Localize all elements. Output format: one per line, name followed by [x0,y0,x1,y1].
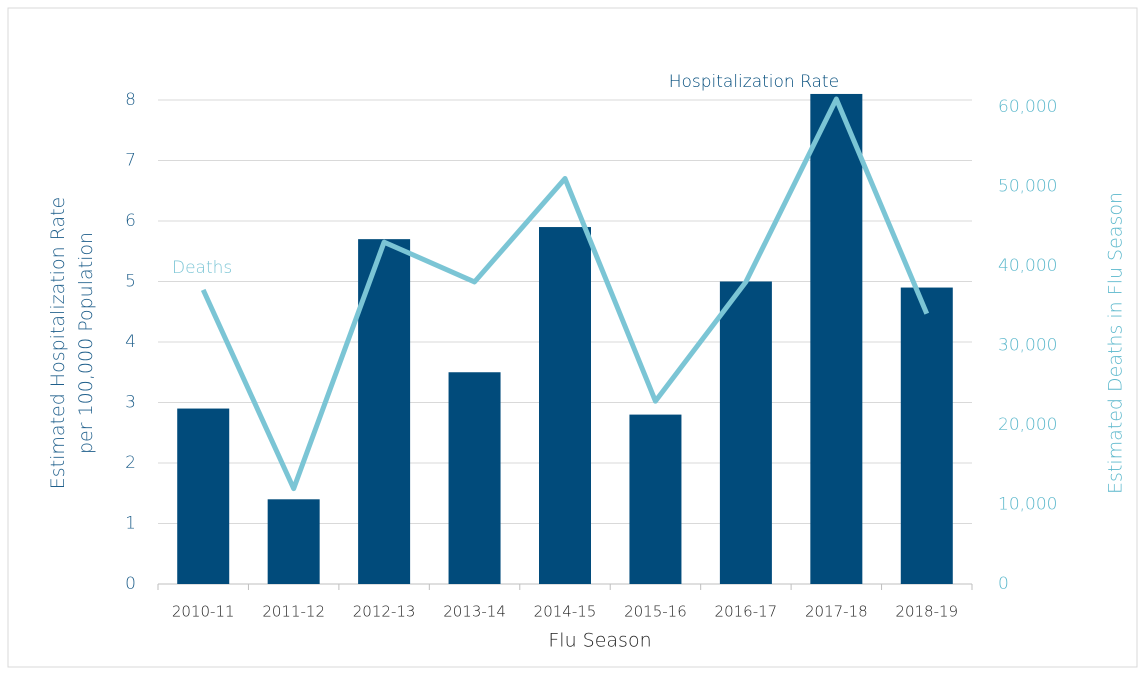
bar [900,287,953,584]
y2-tick-label: 20,000 [998,415,1057,435]
y2-tick-label: 50,000 [998,177,1057,197]
y2-tick-label: 10,000 [998,495,1057,515]
y-tick-label: 7 [125,151,136,171]
line [200,96,930,492]
y-tick-label: 4 [125,332,136,352]
y2-tick-label: 30,000 [998,336,1057,356]
x-tick-label: 2017-18 [805,603,868,621]
y-tick-label: 8 [125,90,136,110]
x-tick-label: 2013-14 [443,603,506,621]
x-tick-label: 2016-17 [715,603,778,621]
y-tick-label: 6 [125,211,136,231]
bar [719,281,772,584]
y-tick-label: 5 [125,272,136,292]
bar [810,93,863,584]
x-tick-label: 2011-12 [262,603,325,621]
y-tick-label: 0 [125,574,136,594]
x-tick-label: 2018-19 [895,603,958,621]
bar [267,499,320,584]
x-axis-title: Flu Season [548,630,651,652]
x-tick-label: 2012-13 [353,603,416,621]
y2-tick-label: 60,000 [998,97,1057,117]
bar [629,414,682,584]
bar [177,408,230,584]
y-tick-label: 2 [125,453,136,473]
x-tick-label: 2010-11 [172,603,235,621]
y-tick-label: 3 [125,393,136,413]
y2-tick-label: 0 [998,574,1009,594]
y-tick-label: 1 [125,514,136,534]
bar [448,372,501,584]
bar [539,227,591,585]
y2-tick-label: 40,000 [998,256,1057,276]
series-label: Deaths [172,258,232,278]
y-axis-title: Estimated Hospitalization Rate per 100,00… [47,197,97,489]
series-label: Hospitalization Rate [669,72,839,92]
x-tick-label: 2015-16 [624,603,687,621]
x-tick-label: 2014-15 [534,603,597,621]
y2-axis-title: Estimated Deaths in Flu Season [1105,192,1127,494]
